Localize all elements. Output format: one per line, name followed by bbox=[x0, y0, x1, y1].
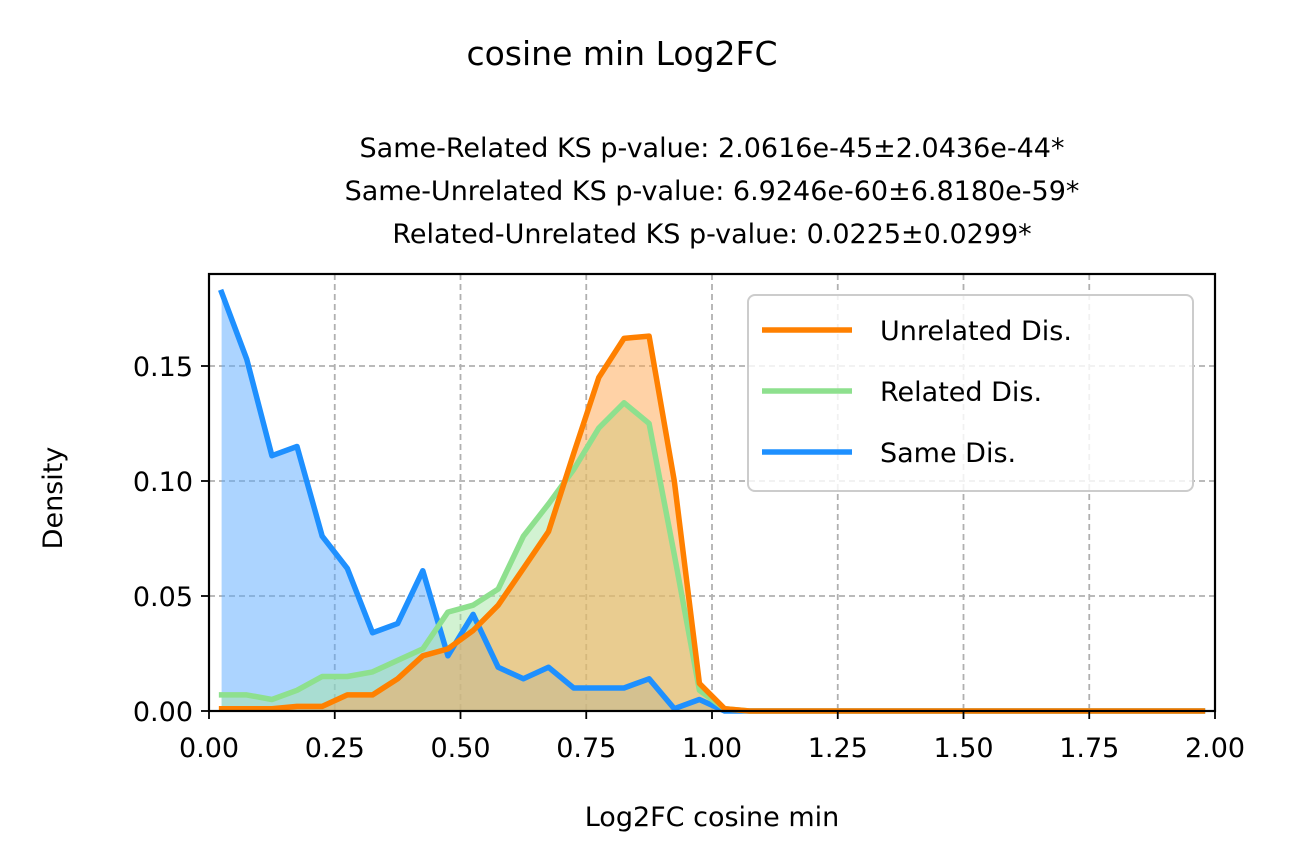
x-tick-label: 2.00 bbox=[1185, 733, 1245, 764]
y-tick-label: 0.10 bbox=[133, 467, 193, 498]
subtitle-line-2: Same-Unrelated KS p-value: 6.9246e-60±6.… bbox=[345, 176, 1080, 207]
chart-title: cosine min Log2FC bbox=[466, 34, 777, 73]
legend-label-unrelated: Unrelated Dis. bbox=[880, 316, 1072, 347]
legend-label-related: Related Dis. bbox=[880, 377, 1042, 408]
x-tick-label: 0.25 bbox=[305, 733, 365, 764]
x-tick-label: 0.00 bbox=[179, 733, 239, 764]
area-same-dis bbox=[221, 292, 1203, 711]
x-tick-label: 1.75 bbox=[1059, 733, 1119, 764]
legend-label-same: Same Dis. bbox=[880, 438, 1016, 469]
x-axis-label: Log2FC cosine min bbox=[585, 802, 840, 833]
y-tick-label: 0.05 bbox=[133, 582, 193, 613]
y-axis-ticks: 0.00 0.05 0.10 0.15 bbox=[133, 352, 209, 728]
x-tick-label: 1.25 bbox=[808, 733, 868, 764]
x-tick-label: 1.00 bbox=[682, 733, 742, 764]
x-tick-label: 0.75 bbox=[556, 733, 616, 764]
y-axis-label: Density bbox=[38, 447, 69, 550]
legend-frame bbox=[747, 294, 1194, 492]
y-tick-label: 0.00 bbox=[133, 697, 193, 728]
subtitle-line-1: Same-Related KS p-value: 2.0616e-45±2.04… bbox=[360, 133, 1065, 164]
subtitle-line-3: Related-Unrelated KS p-value: 0.0225±0.0… bbox=[392, 219, 1031, 250]
legend: Unrelated Dis. Related Dis. Same Dis. bbox=[747, 294, 1194, 492]
y-tick-label: 0.15 bbox=[133, 352, 193, 383]
x-tick-label: 1.50 bbox=[933, 733, 993, 764]
x-tick-label: 0.50 bbox=[430, 733, 490, 764]
x-axis-ticks: 0.00 0.25 0.50 0.75 1.00 1.25 1.50 1.75 2.00 bbox=[179, 711, 1245, 764]
